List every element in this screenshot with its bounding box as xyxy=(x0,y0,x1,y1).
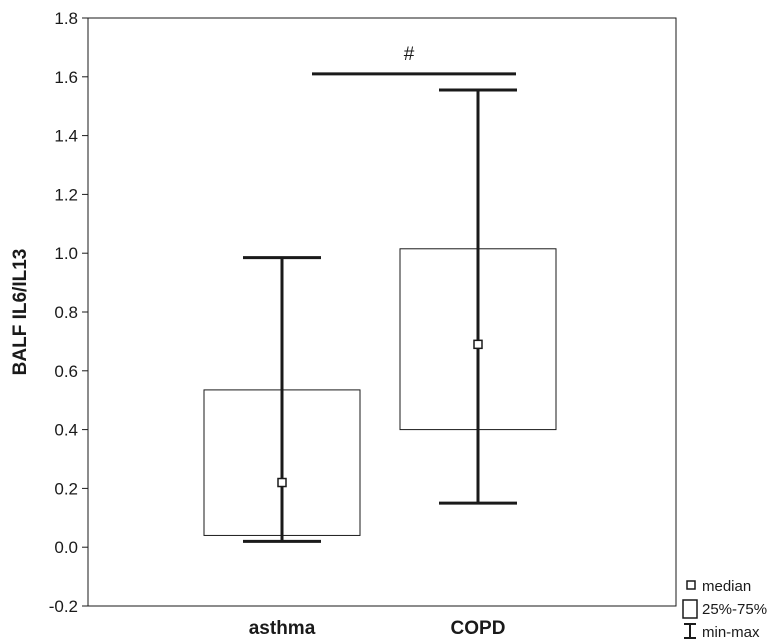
y-tick-label: 1.6 xyxy=(54,68,78,87)
y-tick-label: 0.2 xyxy=(54,479,78,498)
y-tick-label: 1.0 xyxy=(54,244,78,263)
plot-frame xyxy=(87,17,677,607)
y-tick-label: 0.6 xyxy=(54,362,78,381)
boxes-layer xyxy=(203,88,557,543)
y-tick-label: 1.8 xyxy=(54,9,78,28)
box-group-copd xyxy=(399,88,557,505)
y-tick-label: 1.4 xyxy=(54,127,78,146)
y-tick-label: -0.2 xyxy=(49,597,78,616)
legend-whisker-icon xyxy=(684,623,696,639)
significance-marker: # xyxy=(404,44,415,65)
median-marker xyxy=(473,339,483,350)
x-category-label: asthma xyxy=(249,618,316,639)
legend-median-icon xyxy=(686,580,696,590)
legend-whisker-label: min-max xyxy=(702,624,760,641)
legend: median 25%-75% min-max xyxy=(682,578,767,641)
box-group-asthma xyxy=(203,256,361,543)
legend-median-label: median xyxy=(702,578,751,595)
significance-annotation: # xyxy=(312,44,516,76)
y-tick-label: 0.0 xyxy=(54,538,78,557)
y-axis: -0.2 0.0 0.2 0.4 0.6 0.8 1.0 1.2 1.4 1.6 1.8 xyxy=(49,9,88,616)
x-axis: asthma COPD xyxy=(249,618,506,639)
median-marker xyxy=(277,477,287,488)
y-tick-label: 1.2 xyxy=(54,185,78,204)
legend-box-label: 25%-75% xyxy=(702,601,767,618)
y-tick-label: 0.4 xyxy=(54,421,78,440)
y-tick-label: 0.8 xyxy=(54,303,78,322)
y-axis-label: BALF IL6/IL13 xyxy=(10,249,31,376)
legend-box-icon xyxy=(682,599,698,619)
x-category-label: COPD xyxy=(451,618,506,639)
